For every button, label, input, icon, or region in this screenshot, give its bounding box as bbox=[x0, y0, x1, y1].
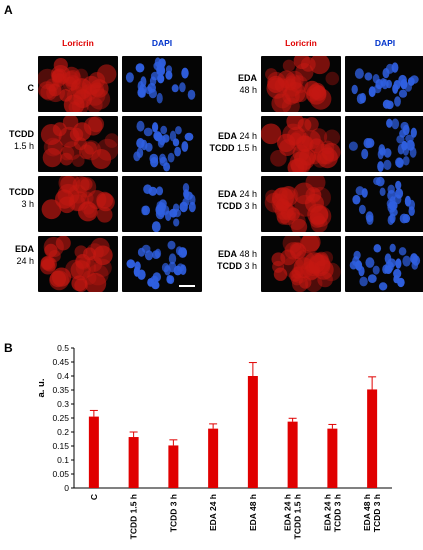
y-tick-label: 0.2 bbox=[57, 427, 69, 437]
micrograph-dapi-tcdd3 bbox=[122, 176, 202, 232]
y-axis-label: a. u. bbox=[36, 378, 47, 397]
x-tick-label: EDA 24 h bbox=[322, 494, 332, 531]
x-tick-label: TCDD 1.5 h bbox=[293, 494, 303, 539]
y-tick-label: 0.3 bbox=[57, 399, 69, 409]
micrograph-dapi-c bbox=[122, 56, 202, 112]
row-label-eda-48h: EDA 48 h bbox=[237, 73, 257, 95]
x-tick-label: EDA 24 h bbox=[283, 494, 293, 531]
micrograph-loricrin-eda24tcdd15 bbox=[261, 116, 341, 172]
micrograph-loricrin-eda24 bbox=[38, 236, 118, 292]
bar bbox=[88, 416, 99, 488]
micrograph-dapi-eda24 bbox=[122, 236, 202, 292]
micrograph-dapi-eda24tcdd3 bbox=[345, 176, 423, 232]
panel-b-letter: B bbox=[4, 341, 13, 355]
y-tick-label: 0.5 bbox=[57, 343, 69, 353]
right-loricrin-header: Loricrin bbox=[285, 38, 317, 48]
bar bbox=[208, 428, 219, 488]
micrograph-dapi-tcdd15 bbox=[122, 116, 202, 172]
bar bbox=[327, 428, 338, 488]
bar bbox=[287, 421, 298, 488]
x-tick-label: TCDD 3 h bbox=[372, 494, 382, 532]
row-label-eda-24h-tcdd-3h: EDA 24 h TCDD 3 h bbox=[216, 189, 257, 211]
panel-a-letter: A bbox=[4, 3, 13, 17]
micrograph-dapi-eda24tcdd15 bbox=[345, 116, 423, 172]
y-tick-label: 0.35 bbox=[52, 385, 69, 395]
row-label-tcdd-1-5h: TCDD 1.5 h bbox=[9, 129, 34, 151]
micrograph-loricrin-tcdd3 bbox=[38, 176, 118, 232]
micrograph-dapi-eda48 bbox=[345, 56, 423, 112]
x-tick-label: TCDD 1.5 h bbox=[129, 494, 139, 539]
y-tick-label: 0.05 bbox=[52, 469, 69, 479]
x-tick-label: EDA 24 h bbox=[208, 494, 218, 531]
y-tick-label: 0.4 bbox=[57, 371, 69, 381]
loricrin-bar-chart: 0 0.05 0.1 0.15 0.2 0.25 0.3 0.35 0.4 0.45 0.5 a. u… bbox=[36, 343, 392, 539]
y-tick-label: 0.1 bbox=[57, 455, 69, 465]
bar bbox=[247, 376, 258, 488]
x-tick-label: TCDD 3 h bbox=[332, 494, 342, 532]
scale-bar bbox=[179, 285, 195, 287]
micrograph-loricrin-eda48tcdd3 bbox=[261, 236, 341, 292]
row-label-eda-48h-tcdd-3h: EDA 48 h TCDD 3 h bbox=[216, 249, 257, 271]
row-label-c: C bbox=[27, 83, 35, 93]
micrograph-loricrin-tcdd15 bbox=[38, 116, 118, 172]
micrograph-loricrin-eda48 bbox=[261, 56, 341, 112]
right-dapi-header: DAPI bbox=[374, 38, 396, 48]
x-tick-label: C bbox=[89, 494, 99, 500]
row-label-eda-24h-tcdd-1-5h: EDA 24 h TCDD 1.5 h bbox=[209, 131, 257, 153]
micrograph-dapi-eda48tcdd3 bbox=[345, 236, 423, 292]
left-loricrin-header: Loricrin bbox=[62, 38, 94, 48]
y-tick-label: 0.15 bbox=[52, 441, 69, 451]
left-dapi-header: DAPI bbox=[151, 38, 173, 48]
row-label-eda-24h: EDA 24 h bbox=[14, 244, 34, 266]
x-tick-label: EDA 48 h bbox=[362, 494, 372, 531]
bar bbox=[168, 445, 179, 488]
y-tick-label: 0 bbox=[64, 483, 69, 493]
micrograph-loricrin-eda24tcdd3 bbox=[261, 176, 341, 232]
x-tick-label: TCDD 3 h bbox=[168, 494, 178, 532]
y-tick-label: 0.45 bbox=[52, 357, 69, 367]
bar bbox=[367, 389, 378, 488]
micrograph-loricrin-c bbox=[38, 56, 118, 112]
bar bbox=[128, 437, 139, 488]
y-tick-label: 0.25 bbox=[52, 413, 69, 423]
row-label-tcdd-3h: TCDD 3 h bbox=[9, 187, 34, 209]
x-tick-label: EDA 48 h bbox=[248, 494, 258, 531]
